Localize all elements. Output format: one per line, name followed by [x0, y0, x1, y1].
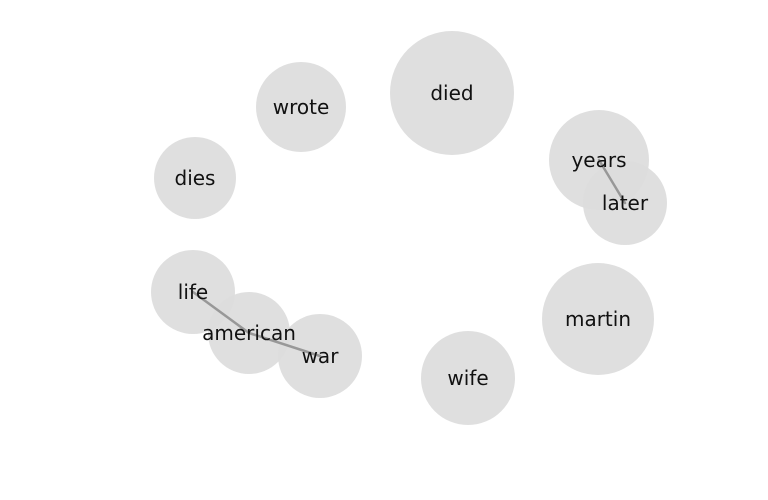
node-wife [421, 331, 515, 425]
node-label-dies: dies [175, 166, 216, 190]
node-label-american: american [202, 321, 296, 345]
node-dies [154, 137, 236, 219]
node-died [390, 31, 514, 155]
node-martin [542, 263, 654, 375]
node-label-later: later [602, 191, 649, 215]
node-wrote [256, 62, 346, 152]
node-label-wife: wife [447, 366, 488, 390]
node-label-years: years [571, 148, 626, 172]
node-circles [151, 31, 667, 425]
node-label-martin: martin [565, 307, 631, 331]
edge-years-later [597, 158, 627, 205]
edge-life-american [191, 290, 251, 335]
nodes-layer [151, 31, 667, 425]
node-label-life: life [178, 280, 208, 304]
node-label-wrote: wrote [273, 95, 330, 119]
node-label-war: war [302, 344, 340, 368]
edges-layer [191, 158, 627, 358]
node-label-died: died [430, 81, 473, 105]
edge-american-war [247, 331, 322, 358]
